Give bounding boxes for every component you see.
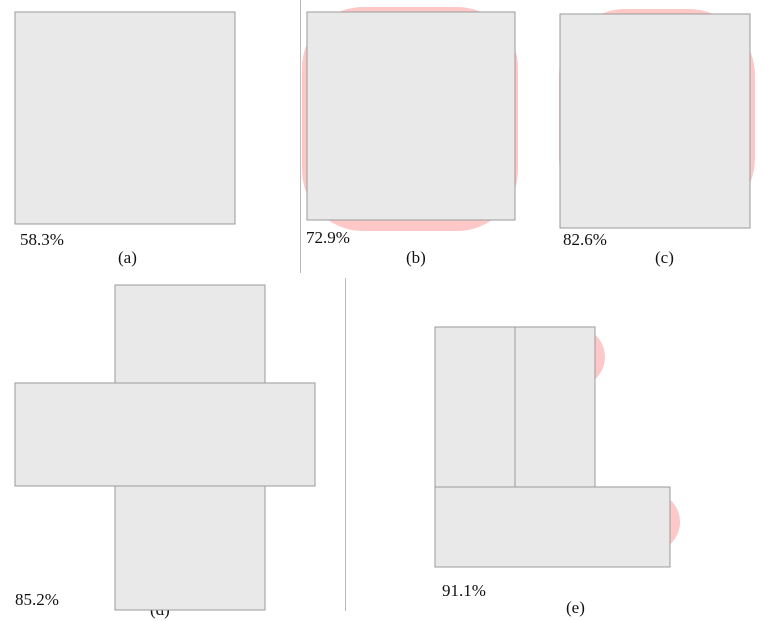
coverage-percent-e: 91.1%: [442, 581, 486, 600]
coverage-percent-c: 82.6%: [563, 230, 607, 249]
floor-e-bottom: [434, 486, 671, 568]
caption-b: (b): [406, 248, 426, 267]
floor-d-horizontal: [14, 382, 316, 487]
coverage-percent-d: 85.2%: [15, 590, 59, 609]
floor-b: [306, 11, 516, 221]
caption-e: (e): [566, 598, 585, 617]
coverage-percent-a: 58.3%: [20, 230, 64, 249]
caption-c: (c): [655, 248, 674, 267]
floor-a: [14, 11, 236, 225]
caption-a: (a): [118, 248, 137, 267]
floor-c: [559, 13, 751, 229]
coverage-percent-b: 72.9%: [306, 228, 350, 247]
